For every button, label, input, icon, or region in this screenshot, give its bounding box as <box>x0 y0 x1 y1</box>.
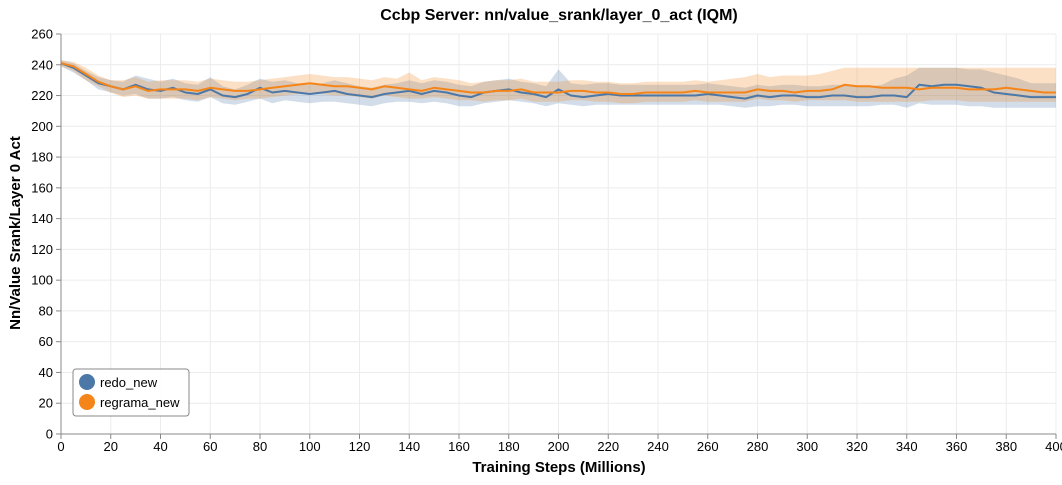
x-tick-label: 320 <box>846 439 868 454</box>
x-tick-label: 100 <box>299 439 321 454</box>
x-tick-label: 260 <box>697 439 719 454</box>
legend-label-regrama-new: regrama_new <box>100 395 180 410</box>
series-line-redo-new <box>60 62 1056 100</box>
x-tick-label: 40 <box>153 439 167 454</box>
y-tick-label: 160 <box>31 180 53 195</box>
series-lines <box>60 62 1056 100</box>
y-tick-label: 60 <box>39 334 53 349</box>
y-axis-label: Nn/Value Srank/Layer 0 Act <box>7 136 24 330</box>
y-tick-label: 140 <box>31 211 53 226</box>
axes: 0 20 40 60 80 100 120 140 160 180 200 220 240 260 280 3… <box>31 27 1062 455</box>
x-tick-label: 160 <box>448 439 470 454</box>
x-tick-label: 300 <box>796 439 818 454</box>
x-tick-label: 0 <box>57 439 64 454</box>
x-axis-label: Training Steps (Millions) <box>472 459 645 476</box>
y-tick-label: 240 <box>31 57 53 72</box>
confidence-band-regrama-new <box>61 60 1056 104</box>
chart-title: Ccbp Server: nn/value_srank/layer_0_act … <box>380 7 738 24</box>
y-tick-label: 220 <box>31 88 53 103</box>
x-tick-label: 140 <box>398 439 420 454</box>
x-tick-label: 240 <box>647 439 669 454</box>
x-tick-label: 400 <box>1045 439 1062 454</box>
confidence-bands <box>61 60 1056 108</box>
y-tick-label: 40 <box>39 365 53 380</box>
confidence-band-redo-new <box>61 60 1056 108</box>
y-tick-label: 80 <box>39 303 53 318</box>
x-tick-label: 180 <box>498 439 520 454</box>
x-tick-label: 220 <box>597 439 619 454</box>
x-tick-label: 360 <box>946 439 968 454</box>
x-tick-label: 280 <box>747 439 769 454</box>
y-tick-label: 0 <box>46 427 53 442</box>
x-tick-label: 80 <box>253 439 267 454</box>
y-tick-label: 20 <box>39 396 53 411</box>
x-tick-label: 120 <box>349 439 371 454</box>
y-tick-label: 200 <box>31 119 53 134</box>
y-tick-label: 180 <box>31 150 53 165</box>
legend-marker-redo-new <box>79 374 95 390</box>
x-tick-label: 380 <box>995 439 1017 454</box>
x-tick-label: 20 <box>104 439 118 454</box>
x-tick-label: 60 <box>203 439 217 454</box>
legend-label-redo-new: redo_new <box>100 375 158 390</box>
legend-marker-regrama-new <box>79 394 95 410</box>
x-tick-label: 340 <box>896 439 918 454</box>
legend: redo_new regrama_new <box>72 368 190 417</box>
x-tick-label: 200 <box>548 439 570 454</box>
y-tick-label: 120 <box>31 242 53 257</box>
y-tick-label: 260 <box>31 27 53 42</box>
legend-box <box>72 368 190 417</box>
y-tick-label: 100 <box>31 273 53 288</box>
series-line-regrama-new <box>60 62 1056 95</box>
